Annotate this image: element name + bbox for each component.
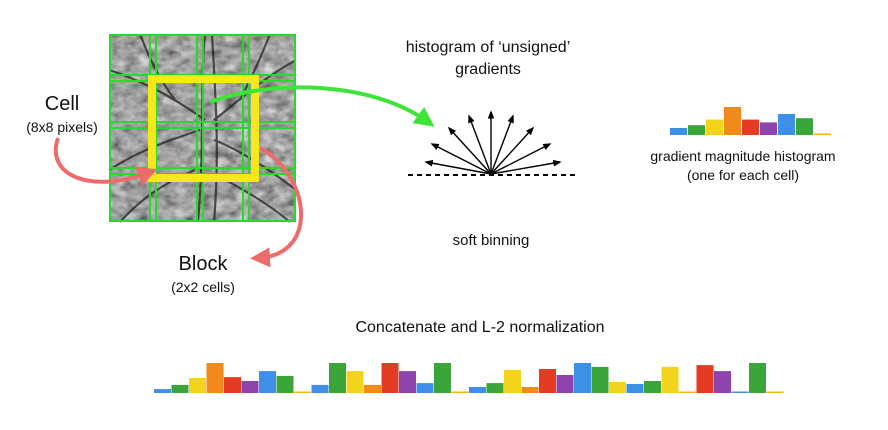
feature-vector-bar-3 (189, 378, 206, 393)
cell-size-label: (8x8 pixels) (26, 119, 98, 135)
cell-histogram-bar-5 (742, 119, 759, 135)
feature-vector-bar-28 (626, 384, 644, 393)
feature-vector-bar-10 (311, 384, 329, 393)
block-highlight-box (148, 75, 259, 182)
cell-histogram-bar-6 (760, 122, 777, 135)
feature-vector-bar-36 (766, 391, 784, 393)
feature-vector-bar-26 (591, 366, 609, 393)
cell-to-histogram-arrow (209, 85, 435, 127)
histogram-title-line1: histogram of ‘unsigned’ (406, 39, 571, 56)
feature-vector-bar-25 (574, 363, 591, 393)
histogram-title-line2: gradients (455, 61, 521, 78)
feature-vector-bar-7 (259, 371, 276, 393)
cell-histogram-bar-7 (778, 114, 795, 135)
cell-magnitude-histogram (670, 107, 831, 135)
concatenated-feature-vector (154, 363, 784, 393)
feature-vector-bar-17 (434, 363, 451, 393)
cell-histogram-bar-3 (706, 119, 723, 135)
soft-binning-label: soft binning (453, 232, 530, 249)
feature-vector-bar-11 (329, 363, 346, 393)
feature-vector-bar-21 (504, 369, 521, 393)
feature-vector-bar-4 (206, 363, 224, 393)
cell-histogram-bar-9 (814, 133, 831, 135)
feature-vector-bar-23 (539, 369, 556, 393)
feature-vector-bar-16 (416, 383, 434, 393)
feature-vector-bar-2 (171, 384, 189, 393)
feature-vector-bar-15 (399, 371, 416, 393)
block-label: Block (179, 253, 229, 275)
feature-vector-bar-19 (469, 387, 486, 393)
magnitude-title-line1: gradient magnitude histogram (650, 148, 835, 164)
feature-vector-bar-31 (679, 391, 696, 393)
block-size-label: (2x2 cells) (171, 279, 235, 295)
feature-vector-bar-14 (381, 363, 399, 393)
feature-vector-bar-32 (696, 365, 714, 393)
cell-label: Cell (45, 93, 79, 115)
unsigned-gradient-fan-icon (408, 110, 576, 176)
cell-histogram-bar-8 (796, 118, 813, 135)
cell-histogram-bar-2 (688, 125, 705, 135)
feature-vector-bar-35 (749, 363, 766, 393)
feature-vector-bar-5 (224, 377, 241, 393)
cell-grid-image (108, 33, 297, 223)
concat-label: Concatenate and L-2 normalization (355, 319, 604, 336)
feature-vector-bar-9 (294, 391, 311, 393)
feature-vector-bar-13 (364, 384, 381, 393)
cell-pointer-arrow (53, 137, 158, 186)
feature-vector-bar-20 (486, 383, 504, 393)
magnitude-title-line2: (one for each cell) (687, 167, 799, 183)
feature-vector-bar-33 (714, 371, 731, 393)
block-pointer-arrow (250, 146, 304, 268)
feature-vector-bar-24 (556, 375, 574, 393)
feature-vector-bar-8 (276, 375, 294, 393)
feature-vector-bar-12 (346, 371, 364, 393)
feature-vector-bar-30 (661, 366, 679, 393)
cell-histogram-bar-1 (670, 128, 687, 135)
feature-vector-bar-6 (241, 381, 259, 393)
feature-vector-bar-29 (644, 381, 661, 393)
feature-vector-bar-27 (609, 381, 626, 393)
feature-vector-bar-34 (731, 391, 749, 393)
cell-histogram-bar-4 (724, 107, 741, 135)
feature-vector-bar-1 (154, 389, 171, 393)
feature-vector-bar-22 (521, 387, 539, 393)
feature-vector-bar-18 (451, 391, 469, 393)
